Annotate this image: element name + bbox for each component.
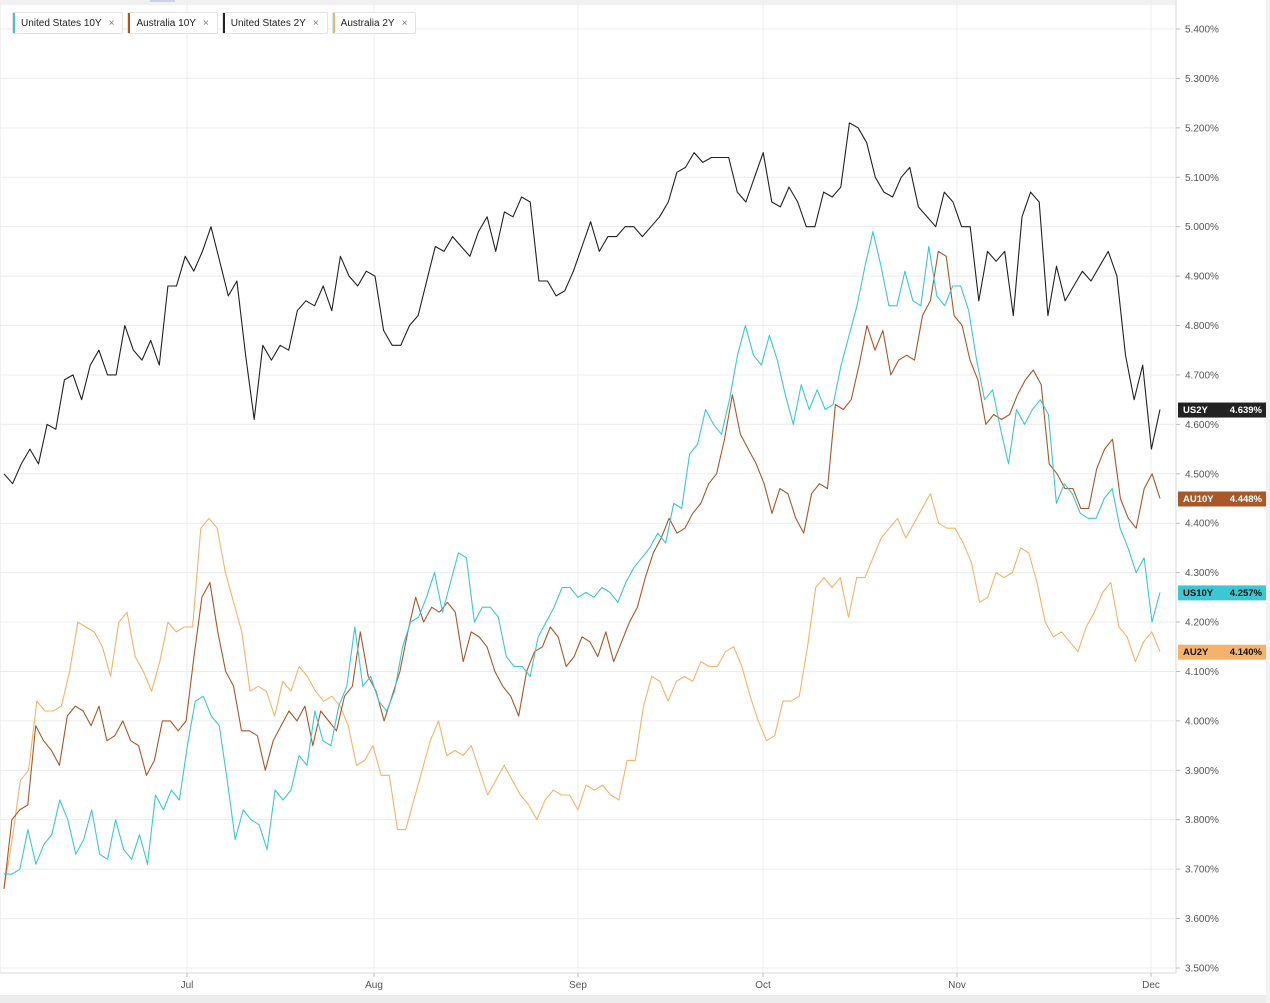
top-strip <box>0 0 1176 5</box>
x-tick-label: Nov <box>948 980 966 991</box>
legend-label: Australia 10Y <box>136 17 196 29</box>
last-value-badge <box>1178 491 1266 507</box>
y-tick-label: 3.600% <box>1185 914 1219 925</box>
x-tick-label: Sep <box>569 980 587 991</box>
legend-item-au10y[interactable]: Australia 10Y × <box>127 12 218 34</box>
y-tick-label: 3.900% <box>1185 766 1219 777</box>
y-tick-label: 5.200% <box>1185 123 1219 134</box>
x-tick-label: Oct <box>755 980 771 991</box>
close-icon[interactable]: × <box>202 17 209 29</box>
close-icon[interactable]: × <box>401 17 408 29</box>
y-tick-label: 4.200% <box>1185 618 1219 629</box>
bottom-scrollbar[interactable] <box>0 995 1270 1003</box>
y-tick-label: 5.400% <box>1185 25 1219 36</box>
y-tick-label: 4.300% <box>1185 568 1219 579</box>
series-line-us10y <box>4 231 1161 875</box>
legend-swatch <box>222 13 225 33</box>
y-tick-label: 4.800% <box>1185 321 1219 332</box>
last-value-code: US2Y <box>1183 405 1208 416</box>
y-tick-label: 4.500% <box>1185 469 1219 480</box>
y-tick-label: 4.900% <box>1185 272 1219 283</box>
close-icon[interactable]: × <box>108 17 115 29</box>
y-tick-label: 5.300% <box>1185 74 1219 85</box>
y-tick-label: 4.600% <box>1185 420 1219 431</box>
x-tick-label: Jul <box>181 980 194 991</box>
y-tick-label: 4.400% <box>1185 519 1219 530</box>
last-value-number: 4.140% <box>1230 647 1263 658</box>
y-tick-label: 3.800% <box>1185 815 1219 826</box>
legend-label: United States 10Y <box>21 17 102 29</box>
y-tick-label: 4.100% <box>1185 667 1219 678</box>
last-value-code: AU10Y <box>1183 494 1214 505</box>
last-value-badge <box>1178 644 1266 660</box>
legend-label: United States 2Y <box>230 17 306 29</box>
y-tick-label: 4.000% <box>1185 716 1219 727</box>
series-line-us2y <box>3 122 1161 485</box>
right-scrollbar[interactable] <box>1266 0 1270 1003</box>
legend-label: Australia 2Y <box>340 17 395 29</box>
y-tick-label: 3.700% <box>1185 865 1219 876</box>
last-value-code: US10Y <box>1183 588 1214 599</box>
last-value-code: AU2Y <box>1183 647 1209 658</box>
y-tick-label: 4.700% <box>1185 370 1219 381</box>
legend-swatch <box>332 13 335 33</box>
legend-swatch <box>128 13 131 33</box>
chart-legend: United States 10Y × Australia 10Y × Unit… <box>12 12 417 34</box>
last-value-number: 4.257% <box>1230 588 1263 599</box>
y-tick-label: 3.500% <box>1185 964 1219 975</box>
legend-item-us10y[interactable]: United States 10Y × <box>12 12 124 34</box>
legend-item-us2y[interactable]: United States 2Y × <box>221 12 328 34</box>
top-strip-tab <box>150 0 175 2</box>
last-value-badge <box>1178 402 1266 418</box>
close-icon[interactable]: × <box>312 17 319 29</box>
y-tick-label: 5.100% <box>1185 173 1219 184</box>
legend-item-au2y[interactable]: Australia 2Y × <box>331 12 417 34</box>
last-value-badge <box>1178 585 1266 601</box>
series-line-au2y <box>3 493 1161 889</box>
last-value-number: 4.448% <box>1230 494 1263 505</box>
x-tick-label: Aug <box>365 980 383 991</box>
legend-swatch <box>13 13 15 33</box>
x-tick-label: Dec <box>1142 980 1160 991</box>
series-line-au10y <box>3 250 1161 889</box>
last-value-number: 4.639% <box>1230 405 1263 416</box>
y-tick-label: 5.000% <box>1185 222 1219 233</box>
